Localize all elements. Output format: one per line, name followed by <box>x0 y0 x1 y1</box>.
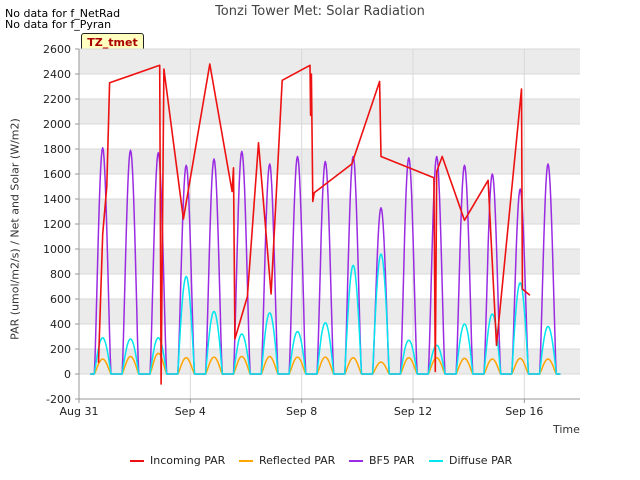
legend-label-incoming: Incoming PAR <box>150 454 226 467</box>
x-tick-label: Aug 31 <box>60 405 99 418</box>
series-incoming-line <box>97 63 531 385</box>
x-tick-label: Sep 12 <box>394 405 432 418</box>
y-tick-label: 1200 <box>43 218 71 231</box>
y-tick-label: 2000 <box>43 118 71 131</box>
legend-item-bf5: BF5 PAR <box>349 454 414 467</box>
y-tick-label: 600 <box>50 293 71 306</box>
series-diffuse-line <box>90 253 561 375</box>
y-tick-label: 800 <box>50 268 71 281</box>
legend: Incoming PAR Reflected PAR BF5 PAR Diffu… <box>0 454 640 470</box>
legend-swatch-reflected <box>239 460 253 462</box>
legend-item-incoming: Incoming PAR <box>130 454 225 467</box>
y-tick-label: 2400 <box>43 68 71 81</box>
legend-item-reflected: Reflected PAR <box>239 454 335 467</box>
y-tick-label: -200 <box>46 393 71 406</box>
grid-band <box>79 99 580 124</box>
x-tick-label: Sep 16 <box>505 405 543 418</box>
grid-band <box>79 49 580 74</box>
y-tick-label: 400 <box>50 318 71 331</box>
legend-swatch-incoming <box>130 460 144 462</box>
y-tick-label: 1600 <box>43 168 71 181</box>
series-bf5-line <box>90 147 561 375</box>
y-tick-label: 1800 <box>43 143 71 156</box>
x-tick-label: Sep 8 <box>286 405 317 418</box>
y-tick-label: 200 <box>50 343 71 356</box>
legend-label-reflected: Reflected PAR <box>259 454 336 467</box>
series-reflected-line <box>90 352 561 375</box>
nodata-pyran-text: No data for f_Pyran <box>5 18 112 31</box>
y-tick-label: 2600 <box>43 43 71 56</box>
y-tick-label: 1000 <box>43 243 71 256</box>
legend-item-diffuse: Diffuse PAR <box>429 454 512 467</box>
chart-title: Tonzi Tower Met: Solar Radiation <box>215 4 425 19</box>
legend-swatch-bf5 <box>349 460 363 462</box>
y-tick-label: 0 <box>64 368 71 381</box>
nodata-netrad-text: No data for f_NetRad <box>5 7 121 20</box>
y-tick-label: 1400 <box>43 193 71 206</box>
grid-band <box>79 149 580 174</box>
grid-band <box>79 299 580 324</box>
x-axis-label: Time <box>553 423 580 436</box>
x-tick-label: Sep 4 <box>175 405 206 418</box>
legend-label-bf5: BF5 PAR <box>369 454 415 467</box>
legend-swatch-diffuse <box>429 460 443 462</box>
tz-label-box: TZ_tmet <box>81 33 144 52</box>
y-tick-label: 2200 <box>43 93 71 106</box>
legend-label-diffuse: Diffuse PAR <box>449 454 513 467</box>
